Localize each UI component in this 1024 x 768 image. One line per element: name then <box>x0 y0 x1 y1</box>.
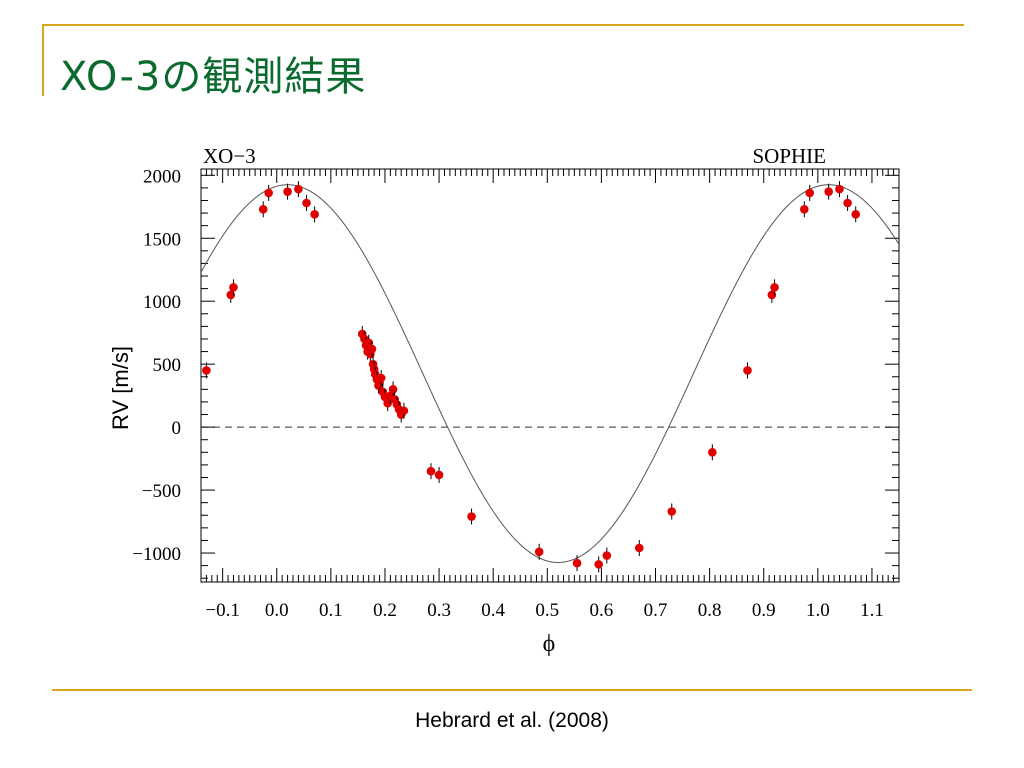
x-tick-label: 1.1 <box>860 600 884 621</box>
data-point <box>851 210 861 219</box>
data-point <box>229 283 238 292</box>
x-tick-label: 0.8 <box>698 600 722 621</box>
data-point <box>426 466 436 476</box>
x-axis-label: ϕ <box>543 631 556 657</box>
data-point <box>294 184 303 194</box>
x-tick-label: 0.4 <box>481 600 505 621</box>
x-tick-label: −0.1 <box>205 600 239 621</box>
data-point <box>767 290 777 300</box>
data-point <box>602 551 612 560</box>
data-point <box>202 366 211 375</box>
data-point <box>434 470 444 480</box>
y-tick-label: 500 <box>153 355 182 376</box>
x-tick-label: 0.1 <box>319 600 343 621</box>
slide-title: XO-3の観測結果 <box>60 54 367 100</box>
data-point <box>302 198 311 208</box>
data-point <box>367 344 377 354</box>
data-point <box>835 184 844 194</box>
data-point <box>824 187 833 196</box>
data-point <box>467 512 476 521</box>
data-point <box>226 290 236 300</box>
data-point <box>376 373 386 383</box>
data-point <box>770 283 779 292</box>
tick-labels-layer: −0.1 0.0 0.1 0.2 0.3 0.4 0.5 0.6 0.7 0.8 0.9 1.0 1.1… <box>132 166 884 621</box>
data-point <box>800 204 809 214</box>
chart-title-left: XO−3 <box>203 144 256 168</box>
data-point <box>594 560 603 569</box>
x-tick-label: 0.7 <box>644 600 668 621</box>
x-tick-label: 0.5 <box>535 600 559 621</box>
data-point <box>843 198 852 208</box>
y-tick-label: 0 <box>172 418 182 439</box>
data-point <box>383 398 392 408</box>
data-point <box>743 366 752 375</box>
x-tick-label: 0.6 <box>590 600 614 621</box>
y-tick-label: 2000 <box>143 166 181 187</box>
y-tick-label: 1000 <box>143 292 181 313</box>
data-point <box>805 188 815 198</box>
y-tick-label: −1000 <box>132 544 181 565</box>
plot-frame <box>200 168 900 583</box>
x-tick-label: 0.0 <box>265 600 289 621</box>
data-point <box>258 204 268 214</box>
data-point <box>399 406 409 416</box>
data-point <box>264 188 273 198</box>
ticks-layer <box>200 169 900 582</box>
bottom-accent-line <box>52 689 972 691</box>
data-points-layer <box>202 181 861 573</box>
x-tick-label: 0.9 <box>752 600 776 621</box>
model-curve <box>200 184 900 563</box>
x-tick-label: 0.3 <box>427 600 451 621</box>
title-accent-line <box>42 24 44 96</box>
y-tick-label: −500 <box>142 481 181 502</box>
data-point <box>708 448 717 457</box>
y-axis-label: RV [m/s] <box>108 346 133 430</box>
data-point <box>310 210 319 219</box>
chart-title-right: SOPHIE <box>752 144 826 168</box>
citation: Hebrard et al. (2008) <box>415 709 609 732</box>
data-point <box>634 543 644 553</box>
data-point <box>388 385 398 394</box>
x-tick-label: 1.0 <box>806 600 830 621</box>
y-tick-label: 1500 <box>143 229 181 250</box>
data-point <box>572 558 582 568</box>
data-point <box>667 507 677 516</box>
data-point <box>283 187 292 196</box>
data-point <box>534 547 544 557</box>
x-tick-label: 0.2 <box>373 600 397 621</box>
top-accent-line <box>42 24 964 26</box>
model-curve-layer <box>200 184 900 563</box>
chart-frame-layer <box>200 168 900 583</box>
